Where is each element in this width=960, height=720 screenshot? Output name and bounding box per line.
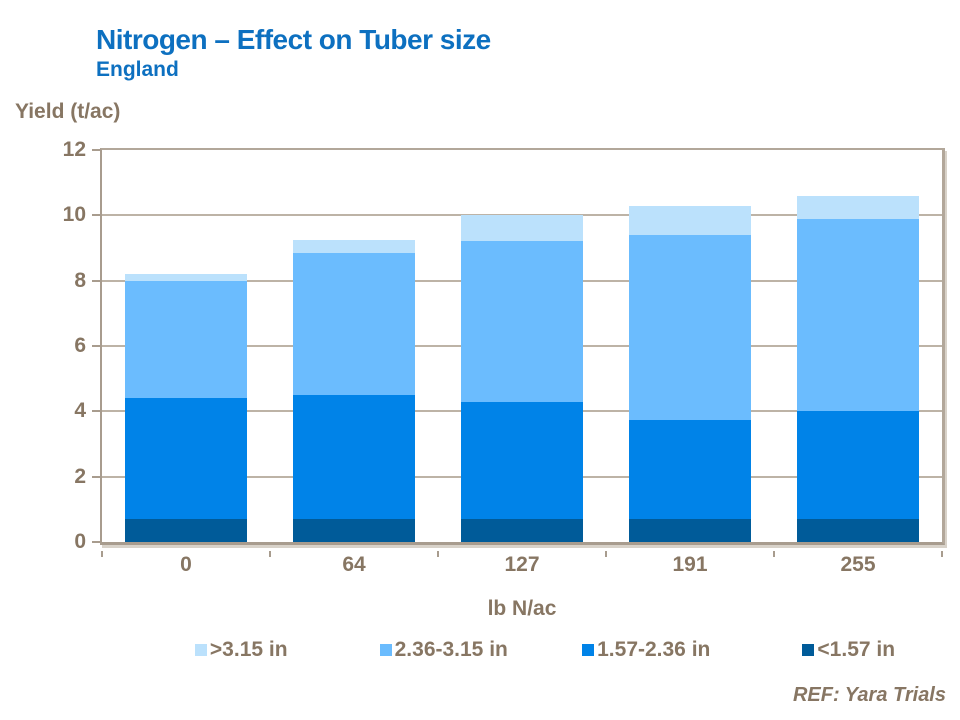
legend-color-swatch <box>582 644 595 656</box>
chart-legend: >3.15 in 2.36-3.15 in 1.57-2.36 in <1.57 in <box>140 637 950 663</box>
bar-segment <box>628 205 752 235</box>
x-category-label: 255 <box>840 553 876 576</box>
bar-segment <box>796 218 920 412</box>
x-tick-mark <box>269 551 271 557</box>
bar-category-cell <box>102 150 270 542</box>
bar-category-cell <box>606 150 774 542</box>
legend-color-swatch <box>194 644 207 656</box>
y-tick-label: 6 <box>74 334 86 357</box>
legend-label: 1.57-2.36 in <box>597 638 711 661</box>
y-tick-mark <box>92 345 101 347</box>
legend-item: 1.57-2.36 in <box>582 638 710 662</box>
legend-label: <1.57 in <box>817 638 896 661</box>
bar-category-cell <box>270 150 438 542</box>
y-tick-mark <box>92 541 101 543</box>
stacked-bar <box>292 150 416 542</box>
bar-category-cell <box>438 150 606 542</box>
plot-area <box>100 148 945 545</box>
legend-cell: <1.57 in <box>748 637 951 663</box>
bar-segment <box>292 519 416 542</box>
legend-cell: 1.57-2.36 in <box>545 637 748 663</box>
y-axis-title: Yield (t/ac) <box>15 100 121 123</box>
bar-series <box>102 150 942 542</box>
bar-segment <box>124 519 248 542</box>
stacked-bar <box>796 150 920 542</box>
legend-color-swatch <box>379 644 392 656</box>
x-tick-mark <box>941 551 943 557</box>
x-tick-mark <box>605 551 607 557</box>
x-tick-mark <box>773 551 775 557</box>
bar-segment <box>628 419 752 520</box>
legend-cell: >3.15 in <box>140 637 343 663</box>
legend-item: <1.57 in <box>802 638 895 662</box>
gridline <box>102 214 942 217</box>
stacked-bar <box>460 150 584 542</box>
bar-segment <box>292 239 416 253</box>
stacked-bar <box>628 150 752 542</box>
y-tick-label: 12 <box>62 138 86 161</box>
legend-label: >3.15 in <box>209 638 288 661</box>
x-axis-category-labels: 0 64 127 191 255 <box>102 553 942 577</box>
x-tick-mark <box>101 551 103 557</box>
bar-category-cell <box>774 150 942 542</box>
legend-color-swatch <box>802 644 815 656</box>
x-category-label: 64 <box>342 553 366 576</box>
y-tick-mark <box>92 214 101 217</box>
x-axis-title: lb N/ac <box>487 597 557 620</box>
legend-label: 2.36-3.15 in <box>394 638 508 661</box>
bar-segment <box>628 519 752 542</box>
bar-segment <box>124 280 248 399</box>
bar-segment <box>292 252 416 396</box>
bar-segment <box>460 241 584 402</box>
x-tick-mark <box>437 551 439 557</box>
bar-segment <box>124 398 248 520</box>
y-tick-label: 0 <box>74 530 86 553</box>
bar-segment <box>628 234 752 420</box>
bar-segment <box>796 195 920 219</box>
x-category-label: 127 <box>504 553 540 576</box>
y-tick-mark <box>92 410 101 413</box>
legend-item: >3.15 in <box>194 638 288 662</box>
y-tick-mark <box>92 475 101 478</box>
x-category-label: 0 <box>180 553 192 576</box>
chart-title: Nitrogen – Effect on Tuber size <box>96 24 491 55</box>
legend-cell: 2.36-3.15 in <box>343 637 546 663</box>
stacked-bar <box>124 150 248 542</box>
bar-segment <box>460 519 584 542</box>
bar-segment <box>796 411 920 520</box>
y-tick-label: 2 <box>74 464 86 488</box>
legend-item: 2.36-3.15 in <box>379 638 508 662</box>
y-tick-label: 10 <box>62 203 86 227</box>
y-tick-label: 4 <box>74 399 86 423</box>
bar-segment <box>460 215 584 242</box>
bar-segment <box>124 274 248 281</box>
bar-segment <box>460 401 584 520</box>
x-category-label: 191 <box>672 553 708 576</box>
bar-segment <box>292 395 416 520</box>
y-tick-mark <box>92 149 101 151</box>
bar-segment <box>796 519 920 542</box>
chart-subtitle: England <box>96 58 179 81</box>
reference-note: REF: Yara Trials <box>792 684 946 706</box>
y-tick-mark <box>92 279 101 282</box>
y-tick-label: 8 <box>74 268 86 292</box>
